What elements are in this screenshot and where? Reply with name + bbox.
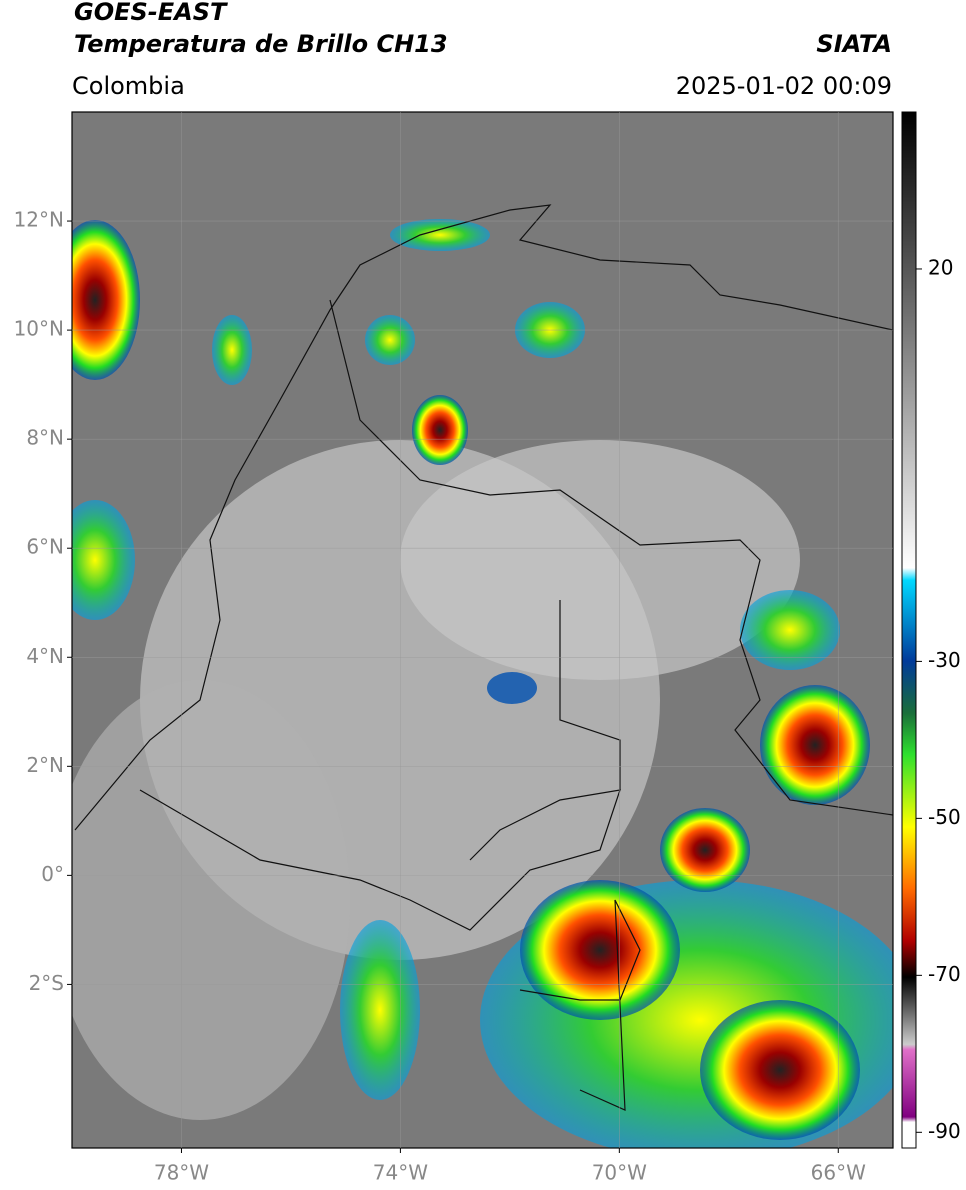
colorbar-label: -50 <box>928 805 961 829</box>
y-tick-label: 10°N <box>14 317 64 341</box>
x-tick-label: 78°W <box>154 1161 209 1185</box>
source: SIATA <box>816 30 892 58</box>
colorbar-label: -30 <box>928 648 961 672</box>
colorbar <box>901 111 917 1149</box>
colorbar-label: 20 <box>928 255 953 279</box>
y-tick-label: 12°N <box>14 208 64 232</box>
map-frame <box>71 111 894 1149</box>
colorbar-label: -70 <box>928 962 961 986</box>
datetime: 2025-01-02 00:09 <box>676 72 892 100</box>
x-tick-label: 70°W <box>592 1161 647 1185</box>
y-tick-label: 6°N <box>26 535 64 559</box>
y-tick-label: 2°S <box>29 971 64 995</box>
y-tick-label: 8°N <box>26 426 64 450</box>
subtitle: Temperatura de Brillo CH13 <box>74 30 448 58</box>
title: GOES-EAST <box>74 0 228 26</box>
colorbar-label: -90 <box>928 1119 961 1143</box>
x-tick-label: 66°W <box>811 1161 866 1185</box>
imagery <box>72 112 893 1148</box>
y-tick-label: 0° <box>41 862 64 886</box>
region: Colombia <box>72 72 185 100</box>
y-tick-label: 4°N <box>26 644 64 668</box>
y-tick-label: 2°N <box>26 753 64 777</box>
x-tick-label: 74°W <box>373 1161 428 1185</box>
